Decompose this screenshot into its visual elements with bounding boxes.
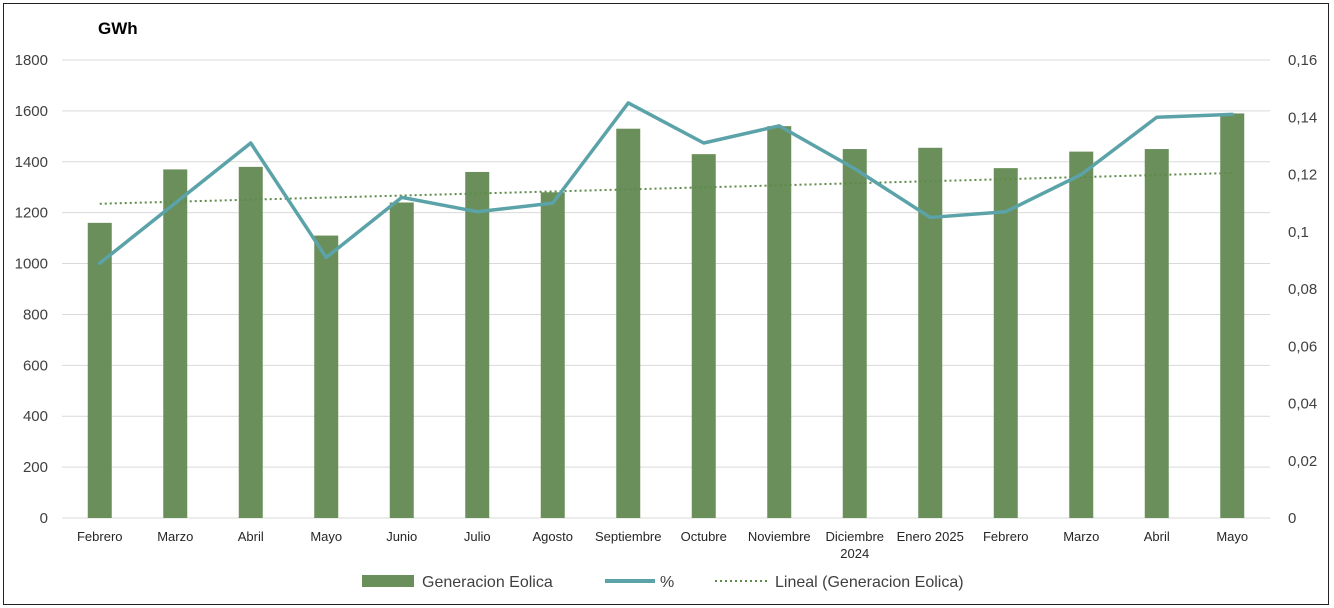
- bar: [1144, 149, 1169, 519]
- right-tick-label: 0,1: [1288, 224, 1309, 241]
- unit-label: GWh: [98, 19, 138, 38]
- category-label: Enero 2025: [897, 529, 964, 544]
- bar: [1220, 113, 1245, 518]
- percent-point: [1079, 173, 1083, 176]
- legend-label-trend: Lineal (Generacion Eolica): [775, 574, 964, 591]
- left-tick-label: 1800: [15, 52, 48, 69]
- left-tick-label: 800: [23, 306, 48, 323]
- left-tick-label: 1600: [15, 103, 48, 120]
- right-tick-label: 0,14: [1288, 109, 1317, 126]
- percent-point: [1004, 210, 1008, 214]
- category-label: Octubre: [681, 529, 727, 544]
- left-tick-label: 1000: [15, 256, 48, 273]
- bar: [465, 171, 490, 518]
- bar: [616, 128, 641, 518]
- category-label: Marzo: [1063, 529, 1099, 544]
- right-tick-label: 0,16: [1288, 52, 1317, 69]
- percent-point: [324, 256, 328, 260]
- category-label: Noviembre: [748, 529, 811, 544]
- chart-frame: [3, 3, 1329, 605]
- bar: [540, 192, 565, 519]
- trendline: [99, 171, 1233, 205]
- percent-point: [1230, 112, 1234, 116]
- left-axis-ticks: 0 200 400 600 800 1000 1200 1400 1600 1800: [15, 52, 48, 527]
- percent-point: [400, 195, 404, 199]
- percent-point: [702, 141, 706, 145]
- bar: [918, 147, 943, 519]
- category-label: Mayo: [310, 529, 342, 544]
- percent-point: [777, 124, 781, 128]
- trendline-series: [99, 171, 1233, 205]
- bar: [163, 169, 188, 518]
- legend: Generacion Eolica % Lineal (Generacion E…: [362, 574, 964, 591]
- bar: [993, 168, 1018, 518]
- bar-series: [87, 113, 1245, 519]
- percent-point: [98, 261, 102, 265]
- left-tick-label: 400: [23, 408, 48, 425]
- right-tick-label: 0: [1288, 510, 1296, 527]
- bar: [87, 222, 112, 518]
- left-tick-label: 0: [40, 510, 48, 527]
- legend-swatch-bars: [362, 575, 414, 587]
- percent-point: [475, 210, 479, 214]
- bar: [314, 235, 339, 519]
- percent-point: [853, 167, 857, 171]
- category-label: Diciembre 2024: [825, 529, 884, 561]
- category-label: Abril: [238, 529, 264, 544]
- left-tick-label: 200: [23, 459, 48, 476]
- category-label: Marzo: [157, 529, 193, 544]
- left-tick-label: 1400: [15, 154, 48, 171]
- category-label: Febrero: [77, 529, 123, 544]
- legend-label-line: %: [660, 574, 674, 591]
- left-tick-label: 600: [23, 357, 48, 374]
- percent-point: [551, 201, 555, 205]
- right-tick-label: 0,04: [1288, 396, 1317, 413]
- percent-point: [626, 101, 630, 105]
- category-label: Junio: [386, 529, 417, 544]
- legend-label-bars: Generacion Eolica: [422, 574, 553, 591]
- right-tick-label: 0,12: [1288, 167, 1317, 184]
- category-label: Julio: [464, 529, 491, 544]
- right-axis-ticks: 0 0,02 0,04 0,06 0,08 0,1 0,12 0,14 0,16: [1288, 52, 1317, 527]
- category-label: Febrero: [983, 529, 1029, 544]
- right-tick-label: 0,02: [1288, 453, 1317, 470]
- percent-point: [1155, 115, 1159, 119]
- percent-line: [98, 101, 1234, 265]
- bar: [389, 202, 414, 518]
- left-tick-label: 1200: [15, 205, 48, 222]
- percent-point: [249, 141, 253, 145]
- percent-point: [173, 201, 177, 205]
- right-tick-label: 0,08: [1288, 281, 1317, 298]
- category-label: Agosto: [533, 529, 573, 544]
- percent-series: [98, 101, 1234, 265]
- bar: [691, 154, 716, 518]
- bar: [842, 149, 867, 519]
- category-labels: Febrero Marzo Abril Mayo Junio Julio Agosto Sep…: [77, 529, 1248, 561]
- bar: [767, 126, 792, 519]
- category-label: Septiembre: [595, 529, 661, 544]
- bar: [1069, 151, 1094, 518]
- right-tick-label: 0,06: [1288, 338, 1317, 355]
- bar: [238, 166, 263, 518]
- category-label: Mayo: [1216, 529, 1248, 544]
- category-label: Abril: [1144, 529, 1170, 544]
- percent-point: [928, 215, 932, 219]
